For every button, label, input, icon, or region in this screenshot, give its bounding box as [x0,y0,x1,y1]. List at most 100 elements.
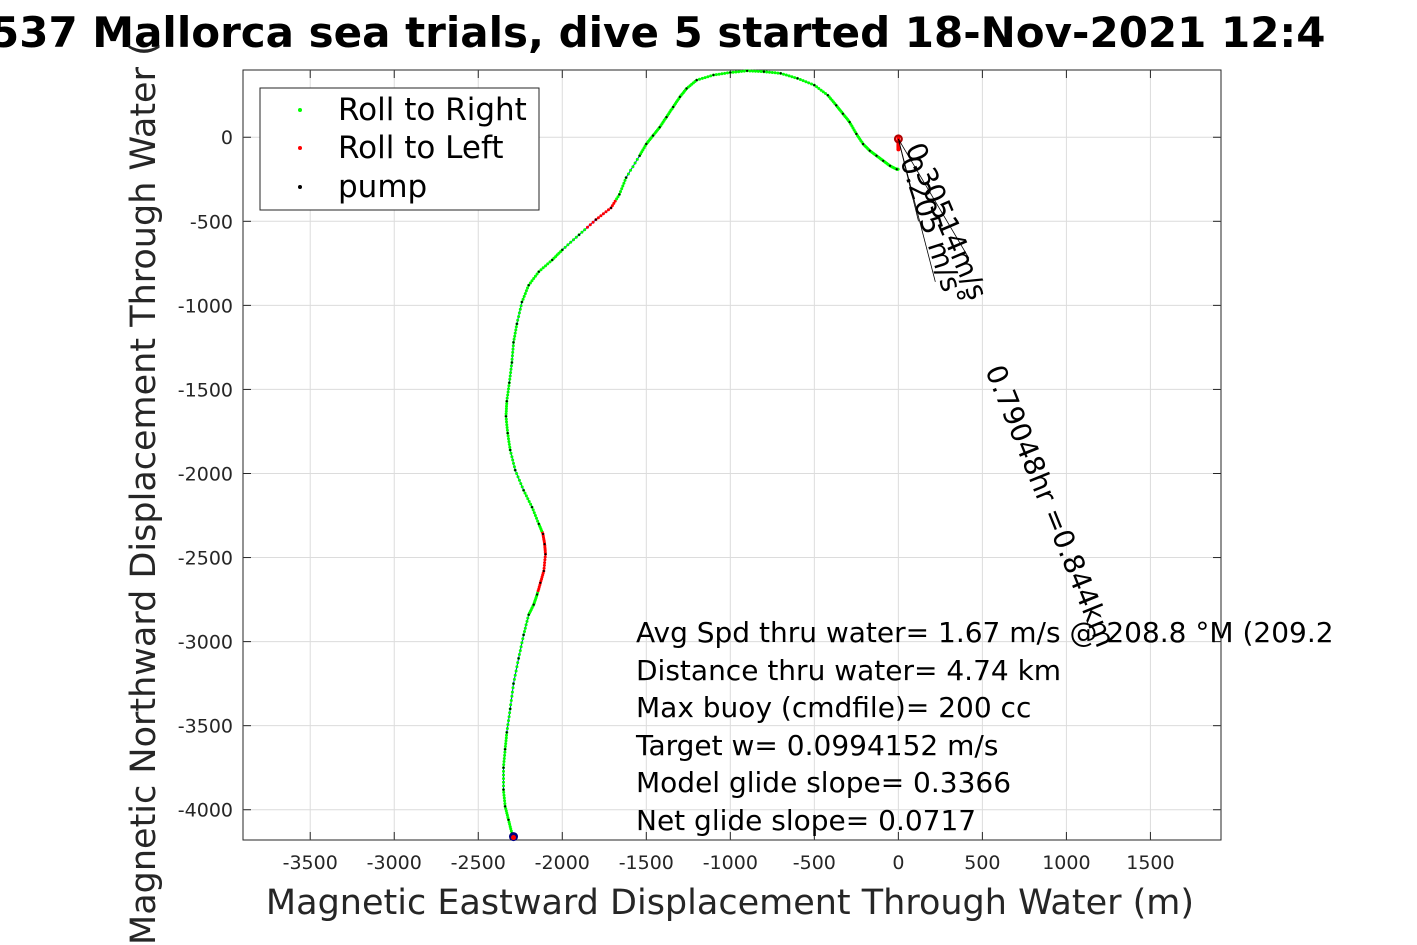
roll-right-point [517,311,521,315]
roll-right-point [804,80,808,84]
roll-right-point [502,760,506,763]
roll-right-point [503,799,507,803]
roll-right-point [513,331,517,335]
roll-right-point [529,502,533,506]
roll-right-point [506,816,510,820]
pump-point [665,116,668,119]
roll-right-point [509,371,513,375]
roll-right-point [530,279,534,283]
roll-right-point [546,262,550,266]
roll-right-point [784,73,788,77]
start-marker-red [511,835,516,840]
roll-right-point [505,396,509,400]
roll-right-point [521,637,525,641]
legend-box [259,87,540,211]
roll-right-point [514,325,518,329]
roll-right-point [615,197,619,201]
roll-right-point [759,70,763,73]
roll-right-point [720,72,724,76]
roll-right-point [503,750,507,754]
roll-right-point [773,71,777,75]
roll-right-point [748,69,752,73]
roll-right-point [523,292,527,296]
roll-right-point [513,334,517,338]
roll-left-point [604,210,608,214]
pump-point [888,164,892,167]
pump-point [515,322,519,325]
roll-right-point [504,742,508,746]
roll-right-point [510,357,514,361]
x-tick-label: 1500 [1126,852,1174,874]
roll-right-point [717,72,721,76]
pump-point [678,95,682,98]
pump-point [594,218,598,221]
roll-right-point [520,485,524,489]
roll-left-point [543,561,547,565]
roll-right-point [510,690,514,694]
current-vector-line [898,138,970,259]
roll-right-point [520,641,524,645]
roll-right-point [519,482,523,486]
pump-point [505,731,508,734]
roll-right-point [511,686,515,690]
x-tick-label: -1500 [619,852,674,874]
roll-right-point [517,478,521,482]
roll-right-point [518,307,522,311]
roll-right-point [544,264,547,268]
pump-point [508,381,511,384]
roll-right-point [523,630,526,633]
legend: Roll to Right Roll to Left pump [259,87,540,211]
roll-right-point [506,723,510,727]
roll-right-point [504,739,508,743]
pump-point [855,132,858,135]
pump-point [762,70,766,73]
roll-left-point [613,199,617,203]
pump-point [618,193,621,196]
roll-right-point [505,727,509,730]
current-vector-line [897,138,919,222]
roll-right-point [572,238,575,242]
roll-right-point [506,393,510,397]
pump-point [862,142,865,146]
roll-right-point [801,79,805,83]
pump-point [779,72,782,75]
roll-right-point [528,281,532,285]
roll-right-point [503,802,507,806]
pump-point [672,105,675,109]
roll-right-point [502,793,506,797]
roll-right-point [629,168,633,172]
pump-point [502,766,505,769]
roll-right-point [502,796,506,800]
roll-right-point [522,294,526,298]
roll-right-point [706,75,710,79]
roll-right-point [527,500,531,503]
pump-point [509,707,512,711]
x-tick-label: -1000 [703,852,758,874]
pump-point [868,149,871,152]
pump-point [520,300,524,304]
pump-point [796,77,799,80]
x-tick-label: 0 [892,852,904,874]
roll-right-point [503,753,507,757]
roll-right-point [726,71,729,75]
roll-right-point [506,390,510,394]
legend-label-roll-left: Roll to Left [338,130,504,166]
roll-right-point [509,364,513,368]
roll-right-point [535,272,539,276]
roll-right-point [535,516,538,520]
pump-point [561,248,564,251]
legend-label-roll-right: Roll to Right [338,92,527,128]
roll-right-point [524,289,528,293]
pump-point [504,805,507,808]
legend-marker-roll-left [298,146,302,150]
roll-right-point [533,274,537,278]
pump-point [504,415,508,418]
roll-right-point [512,461,515,465]
roll-right-point [819,88,823,92]
roll-left-point [599,214,603,218]
y-tick-label: -2000 [178,463,233,485]
roll-right-point [509,451,513,455]
legend-marker-roll-right [298,108,302,112]
roll-right-point [523,626,527,630]
x-tick-label: -3500 [283,852,338,874]
